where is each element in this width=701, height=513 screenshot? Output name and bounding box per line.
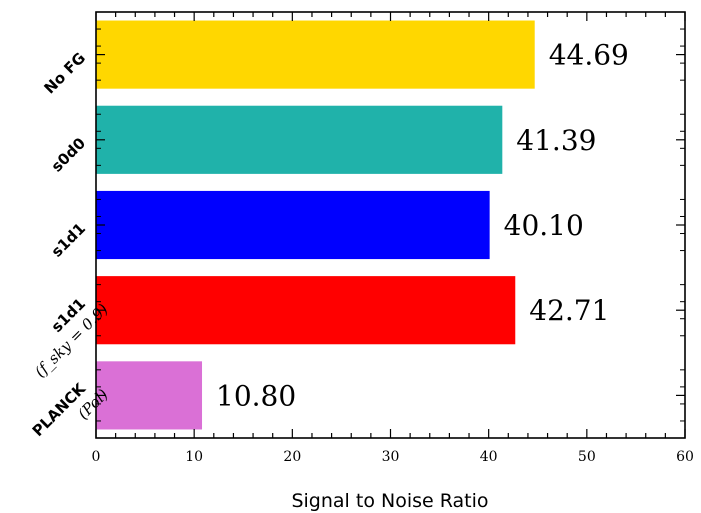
bar-value-label: 44.69 xyxy=(549,39,629,72)
bar xyxy=(96,276,516,345)
x-tick-label: 40 xyxy=(480,449,498,465)
x-tick-label: 20 xyxy=(283,449,301,465)
x-tick-label: 30 xyxy=(382,449,400,465)
plot-frame xyxy=(95,11,686,439)
category-label-group: s0d0 xyxy=(48,134,89,175)
bar-value-label: 42.71 xyxy=(529,294,609,327)
bar-value-label: 10.80 xyxy=(216,379,296,412)
bar xyxy=(96,20,535,89)
bar-value-label: 40.10 xyxy=(504,209,584,242)
x-tick-labels: 0 10 20 30 40 50 60 xyxy=(92,449,694,465)
x-axis-title: Signal to Noise Ratio xyxy=(291,490,488,512)
x-tick-label: 50 xyxy=(578,449,596,465)
category-label-group: s1d1 xyxy=(48,219,89,260)
x-tick-label: 10 xyxy=(185,449,203,465)
bar xyxy=(96,105,503,174)
x-tick-label: 60 xyxy=(676,449,694,465)
x-tick-label: 0 xyxy=(92,449,101,465)
category-label: s0d0 xyxy=(48,134,89,175)
category-label-group: No FG xyxy=(41,49,90,98)
category-label: No FG xyxy=(41,49,90,98)
bar xyxy=(96,190,490,260)
bar xyxy=(96,361,203,430)
bars-layer: 44.69 41.39 40.10 42.71 10.80 xyxy=(96,20,629,430)
bar-value-label: 41.39 xyxy=(516,124,596,157)
category-label: s1d1 xyxy=(48,219,89,260)
